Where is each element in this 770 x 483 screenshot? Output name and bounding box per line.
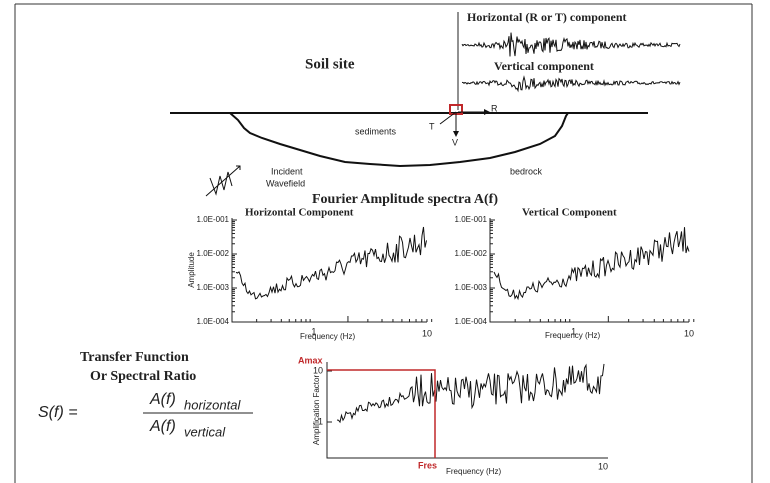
x-axis-label: Frequency (Hz) (300, 332, 355, 341)
y-tick-label: 1.0E-003 (197, 283, 230, 292)
horizontal-spectrum-title: Horizontal Component (245, 207, 354, 219)
transfer-title: Or Spectral Ratio (90, 369, 196, 384)
wavefield-label: Wavefield (266, 178, 305, 188)
formula-numerator: A(f) (149, 391, 176, 408)
bedrock-label: bedrock (510, 166, 543, 176)
y-tick-label: 1.0E-003 (455, 283, 488, 292)
formula-denominator-sub: vertical (184, 424, 226, 439)
vertical-component-label: Vertical component (494, 59, 594, 73)
x-tick-label: 10 (422, 328, 432, 338)
arrow-t (439, 111, 457, 125)
incident-wave-arrow (205, 165, 241, 197)
spectrum (493, 227, 690, 301)
y-tick-label: 1.0E-002 (455, 249, 488, 258)
fres-label: Fres (418, 460, 437, 470)
y-axis-label: Amplification Factor (312, 375, 321, 446)
v-label: V (452, 137, 458, 147)
sediment-basin (229, 112, 569, 168)
spectrum (235, 226, 427, 300)
arrowhead (453, 131, 459, 137)
r-label: R (491, 103, 498, 113)
y-axis-label: Amplitude (187, 252, 196, 288)
t-label: T (429, 121, 435, 131)
amax-fres-guide (327, 369, 436, 458)
x-axis-label: Frequency (Hz) (446, 467, 501, 476)
formula-denominator: A(f) (149, 418, 176, 435)
x-tick-label: 10 (684, 328, 694, 338)
sediments-label: sediments (355, 126, 397, 136)
x-tick-label: 10 (598, 461, 608, 471)
y-tick-label: 10 (313, 365, 323, 375)
x-tick-label: 1 (571, 326, 576, 336)
y-tick-label: 1.0E-001 (197, 215, 230, 224)
transfer-title: Transfer Function (80, 350, 189, 365)
arrowhead (484, 109, 490, 115)
y-tick-label: 1.0E-002 (197, 249, 230, 258)
formula-lhs: S(f) = (38, 404, 78, 421)
transfer-curve (336, 363, 605, 424)
x-tick-label: 1 (311, 326, 316, 336)
formula-numerator-sub: horizontal (184, 397, 241, 412)
spectra-title: Fourier Amplitude spectra A(f) (312, 192, 498, 207)
y-tick-label: 1.0E-004 (455, 317, 488, 326)
amax-label: Amax (298, 355, 323, 365)
y-tick-label: 1.0E-004 (197, 317, 230, 326)
y-tick-label: 1.0E-001 (455, 215, 488, 224)
site-title: Soil site (305, 56, 355, 72)
y-tick-label: 1 (318, 416, 323, 426)
axis (326, 362, 608, 459)
seismogram (461, 75, 681, 93)
vertical-spectrum-title: Vertical Component (522, 207, 617, 219)
x-axis-label: Frequency (Hz) (545, 331, 600, 340)
seismogram (461, 32, 681, 57)
horizontal-component-label: Horizontal (R or T) component (467, 10, 627, 24)
incident-label: Incident (271, 166, 303, 176)
